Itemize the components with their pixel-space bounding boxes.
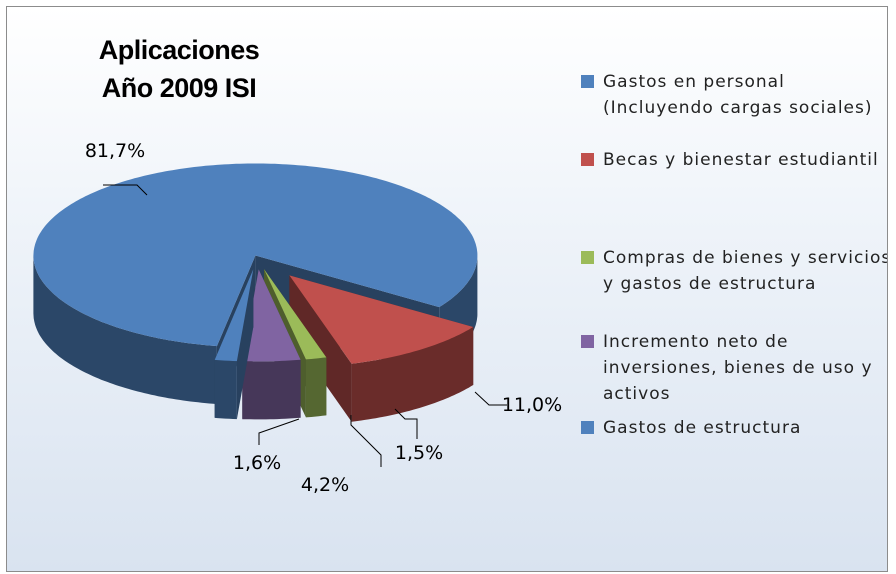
chart: 81,7% 11,0% 1,5% 4,2% 1,6% bbox=[33, 140, 562, 496]
data-label: 4,2% bbox=[301, 474, 349, 496]
data-label: 81,7% bbox=[85, 140, 145, 162]
legend-swatch bbox=[581, 75, 594, 88]
slice-wall bbox=[289, 275, 352, 422]
legend-item: Gastos de estructura bbox=[581, 415, 887, 441]
legend-swatch bbox=[581, 251, 594, 264]
leader-line bbox=[258, 418, 300, 445]
legend-item: Becas y bienestar estudiantil bbox=[581, 147, 887, 173]
slice bbox=[289, 275, 474, 364]
data-label: 11,0% bbox=[502, 394, 562, 416]
chart-title: Aplicaciones Año 2009 ISI bbox=[98, 35, 260, 103]
leader-line bbox=[474, 391, 507, 406]
slice-side bbox=[242, 359, 301, 420]
slice bbox=[214, 269, 254, 362]
legend-swatch bbox=[581, 421, 594, 434]
slice bbox=[242, 269, 301, 362]
legend-label: Incremento neto de inversiones, bienes d… bbox=[603, 332, 873, 404]
data-label: 1,5% bbox=[395, 442, 443, 464]
legend-item: Compras de bienes y servicios y gastos d… bbox=[581, 245, 888, 297]
data-label: 1,6% bbox=[233, 452, 281, 474]
legend-swatch bbox=[581, 335, 594, 348]
leader-line bbox=[394, 408, 418, 439]
legend-swatch bbox=[581, 153, 594, 166]
legend-label: Compras de bienes y servicios y gastos d… bbox=[603, 248, 888, 294]
slice-side bbox=[305, 357, 327, 418]
slice-side bbox=[33, 255, 217, 405]
leader-line bbox=[350, 415, 382, 467]
legend-label: Becas y bienestar estudiantil bbox=[603, 150, 879, 170]
legend-item: Gastos en personal (Incluyendo cargas so… bbox=[581, 69, 887, 121]
leader-line bbox=[103, 184, 148, 196]
legend-label: Gastos de estructura bbox=[603, 418, 802, 438]
slice-side bbox=[214, 359, 237, 420]
legend-item: Incremento neto de inversiones, bienes d… bbox=[581, 329, 887, 407]
slice bbox=[264, 269, 327, 360]
legend-label: Gastos en personal (Incluyendo cargas so… bbox=[603, 72, 873, 118]
chart-area: 81,7% 11,0% 1,5% 4,2% 1,6% Aplicaciones Año … bbox=[6, 6, 888, 572]
slice-side bbox=[351, 327, 474, 422]
slice bbox=[33, 163, 478, 347]
